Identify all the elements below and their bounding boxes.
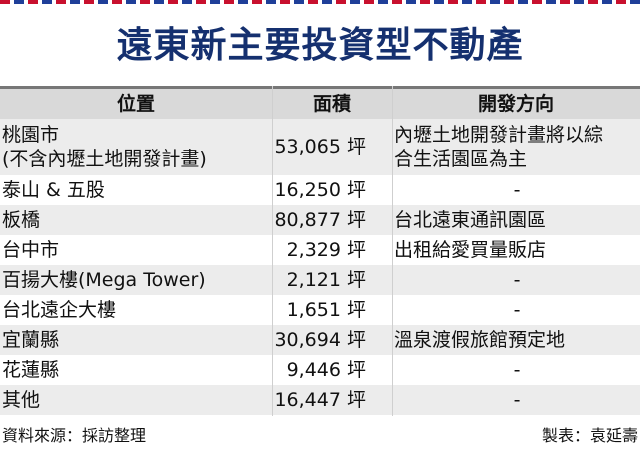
location-cell: 百揚大樓(Mega Tower)	[2, 269, 206, 291]
property-table: 位置 面積 開發方向 桃園市 (不含內壢土地開發計畫) 53,065 坪 內壢土…	[0, 86, 640, 415]
source-note: 資料來源：採訪整理	[2, 426, 147, 445]
location-note: (不含內壢土地開發計畫)	[2, 148, 207, 170]
table-row: 台中市 2,329 坪 出租給愛買量販店	[0, 235, 640, 265]
location-cell: 花蓮縣	[2, 359, 60, 381]
table-row: 泰山 & 五股 16,250 坪 -	[0, 175, 640, 205]
top-decorative-stripe	[0, 0, 640, 4]
direction-cell: 出租給愛買量販店	[394, 239, 547, 261]
table-row: 其他 16,447 坪 -	[0, 385, 640, 415]
direction-cell: 溫泉渡假旅館預定地	[394, 329, 566, 351]
area-cell: 16,250 坪	[274, 179, 366, 201]
area-cell: 2,329 坪	[286, 239, 366, 261]
header-location: 位置	[116, 93, 155, 115]
direction-cell: -	[513, 179, 521, 201]
table-header-row: 位置 面積 開發方向	[0, 86, 640, 119]
header-area: 面積	[312, 93, 351, 115]
location-cell: 台中市	[2, 239, 60, 261]
location-text: 桃園市	[2, 124, 60, 146]
direction-cell: -	[513, 359, 521, 381]
area-cell: 1,651 坪	[286, 299, 366, 321]
table-row: 台北遠企大樓 1,651 坪 -	[0, 295, 640, 325]
direction-cell: 內壢土地開發計畫將以綜 合生活園區為主	[392, 119, 640, 175]
area-cell: 16,447 坪	[274, 389, 366, 411]
location-cell: 桃園市 (不含內壢土地開發計畫)	[0, 119, 272, 175]
location-cell: 宜蘭縣	[2, 329, 60, 351]
direction-cell: -	[513, 389, 521, 411]
header-direction: 開發方向	[477, 93, 554, 115]
credit-note: 製表：袁延壽	[541, 426, 638, 445]
table-row: 板橋 80,877 坪 台北遠東通訊園區	[0, 205, 640, 235]
direction-cell: 台北遠東通訊園區	[394, 209, 547, 231]
column-divider	[392, 86, 393, 416]
table-row: 花蓮縣 9,446 坪 -	[0, 355, 640, 385]
area-cell: 2,121 坪	[286, 269, 366, 291]
direction-text: 合生活園區為主	[394, 148, 528, 170]
direction-cell: -	[513, 299, 521, 321]
direction-text: 內壢土地開發計畫將以綜	[394, 124, 604, 146]
area-cell: 30,694 坪	[274, 329, 366, 351]
location-cell: 板橋	[2, 209, 41, 231]
direction-cell: -	[513, 269, 521, 291]
area-cell: 53,065 坪	[274, 136, 366, 158]
table-row: 百揚大樓(Mega Tower) 2,121 坪 -	[0, 265, 640, 295]
page-title: 遠東新主要投資型不動產	[116, 25, 524, 66]
location-cell: 泰山 & 五股	[2, 179, 105, 201]
area-cell: 80,877 坪	[274, 209, 366, 231]
area-cell: 9,446 坪	[286, 359, 366, 381]
table-row: 宜蘭縣 30,694 坪 溫泉渡假旅館預定地	[0, 325, 640, 355]
column-divider	[272, 86, 273, 416]
table-row: 桃園市 (不含內壢土地開發計畫) 53,065 坪 內壢土地開發計畫將以綜 合生…	[0, 119, 640, 175]
location-cell: 其他	[2, 389, 41, 411]
location-cell: 台北遠企大樓	[2, 299, 117, 321]
